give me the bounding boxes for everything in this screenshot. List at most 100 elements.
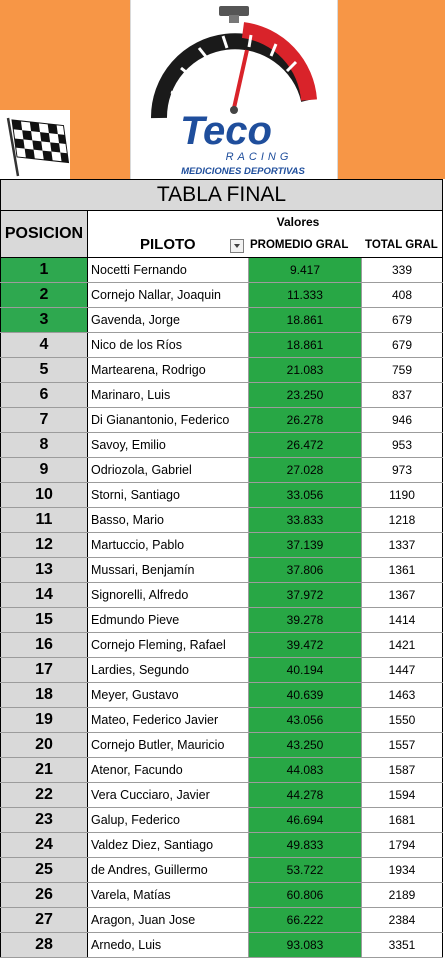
table-row: 24 Valdez Diez, Santiago 49.833 1794 bbox=[0, 833, 443, 858]
total-cell: 1794 bbox=[362, 833, 443, 857]
position-cell: 19 bbox=[0, 708, 88, 732]
column-header-position: POSICION bbox=[0, 211, 88, 258]
total-cell: 759 bbox=[362, 358, 443, 382]
position-cell: 3 bbox=[0, 308, 88, 332]
values-label: Valores bbox=[276, 215, 320, 229]
pilot-name-cell: Atenor, Facundo bbox=[88, 758, 249, 782]
position-cell: 8 bbox=[0, 433, 88, 457]
total-cell: 1421 bbox=[362, 633, 443, 657]
total-cell: 1587 bbox=[362, 758, 443, 782]
total-cell: 953 bbox=[362, 433, 443, 457]
table-row: 19 Mateo, Federico Javier 43.056 1550 bbox=[0, 708, 443, 733]
average-cell: 37.139 bbox=[249, 533, 362, 557]
total-cell: 1594 bbox=[362, 783, 443, 807]
total-cell: 1361 bbox=[362, 558, 443, 582]
average-cell: 93.083 bbox=[249, 933, 362, 957]
position-cell: 17 bbox=[0, 658, 88, 682]
table-row: 10 Storni, Santiago 33.056 1190 bbox=[0, 483, 443, 508]
total-cell: 973 bbox=[362, 458, 443, 482]
total-cell: 1447 bbox=[362, 658, 443, 682]
position-cell: 4 bbox=[0, 333, 88, 357]
pilot-name-cell: Savoy, Emilio bbox=[88, 433, 249, 457]
svg-text:RACING: RACING bbox=[226, 151, 293, 163]
pilot-name-cell: Di Gianantonio, Federico bbox=[88, 408, 249, 432]
checkered-flag-icon bbox=[0, 110, 70, 179]
position-cell: 7 bbox=[0, 408, 88, 432]
average-cell: 46.694 bbox=[249, 808, 362, 832]
total-cell: 946 bbox=[362, 408, 443, 432]
pilot-name-cell: Varela, Matías bbox=[88, 883, 249, 907]
position-cell: 21 bbox=[0, 758, 88, 782]
total-cell: 1414 bbox=[362, 608, 443, 632]
position-cell: 12 bbox=[0, 533, 88, 557]
pilot-name-cell: Nico de los Ríos bbox=[88, 333, 249, 357]
pilot-name-cell: Valdez Diez, Santiago bbox=[88, 833, 249, 857]
average-cell: 40.194 bbox=[249, 658, 362, 682]
average-cell: 60.806 bbox=[249, 883, 362, 907]
position-cell: 27 bbox=[0, 908, 88, 932]
pilot-name-cell: Basso, Mario bbox=[88, 508, 249, 532]
table-row: 22 Vera Cucciaro, Javier 44.278 1594 bbox=[0, 783, 443, 808]
average-cell: 43.250 bbox=[249, 733, 362, 757]
table-row: 28 Arnedo, Luis 93.083 3351 bbox=[0, 933, 443, 958]
pilot-name-cell: Cornejo Nallar, Joaquin bbox=[88, 283, 249, 307]
position-cell: 1 bbox=[0, 258, 88, 282]
pilot-name-cell: Cornejo Butler, Mauricio bbox=[88, 733, 249, 757]
pilot-name-cell: Vera Cucciaro, Javier bbox=[88, 783, 249, 807]
table-row: 16 Cornejo Fleming, Rafael 39.472 1421 bbox=[0, 633, 443, 658]
table-row: 11 Basso, Mario 33.833 1218 bbox=[0, 508, 443, 533]
average-cell: 9.417 bbox=[249, 258, 362, 282]
average-cell: 44.083 bbox=[249, 758, 362, 782]
total-cell: 1463 bbox=[362, 683, 443, 707]
position-cell: 2 bbox=[0, 283, 88, 307]
column-header-group: Valores PILOTO PROMEDIO GRAL TOTAL GRAL bbox=[88, 211, 443, 258]
table-row: 17 Lardies, Segundo 40.194 1447 bbox=[0, 658, 443, 683]
position-cell: 9 bbox=[0, 458, 88, 482]
total-cell: 408 bbox=[362, 283, 443, 307]
total-cell: 1934 bbox=[362, 858, 443, 882]
position-cell: 18 bbox=[0, 683, 88, 707]
position-cell: 11 bbox=[0, 508, 88, 532]
table-row: 20 Cornejo Butler, Mauricio 43.250 1557 bbox=[0, 733, 443, 758]
total-cell: 2189 bbox=[362, 883, 443, 907]
average-cell: 43.056 bbox=[249, 708, 362, 732]
position-cell: 6 bbox=[0, 383, 88, 407]
pilot-name-cell: de Andres, Guillermo bbox=[88, 858, 249, 882]
filter-dropdown-icon[interactable] bbox=[230, 239, 244, 253]
pilot-name-cell: Galup, Federico bbox=[88, 808, 249, 832]
total-cell: 1190 bbox=[362, 483, 443, 507]
position-cell: 14 bbox=[0, 583, 88, 607]
average-cell: 66.222 bbox=[249, 908, 362, 932]
table-row: 2 Cornejo Nallar, Joaquin 11.333 408 bbox=[0, 283, 443, 308]
table-row: 7 Di Gianantonio, Federico 26.278 946 bbox=[0, 408, 443, 433]
position-cell: 5 bbox=[0, 358, 88, 382]
pilot-name-cell: Marinaro, Luis bbox=[88, 383, 249, 407]
table-row: 25 de Andres, Guillermo 53.722 1934 bbox=[0, 858, 443, 883]
teco-logo: Teco RACING MEDICIONES DEPORTIVAS bbox=[130, 0, 338, 179]
table-row: 13 Mussari, Benjamín 37.806 1361 bbox=[0, 558, 443, 583]
average-cell: 40.639 bbox=[249, 683, 362, 707]
average-cell: 18.861 bbox=[249, 333, 362, 357]
position-cell: 10 bbox=[0, 483, 88, 507]
position-cell: 25 bbox=[0, 858, 88, 882]
table-row: 23 Galup, Federico 46.694 1681 bbox=[0, 808, 443, 833]
position-cell: 15 bbox=[0, 608, 88, 632]
pilot-name-cell: Mateo, Federico Javier bbox=[88, 708, 249, 732]
pilot-name-cell: Storni, Santiago bbox=[88, 483, 249, 507]
average-cell: 27.028 bbox=[249, 458, 362, 482]
average-cell: 39.472 bbox=[249, 633, 362, 657]
average-cell: 37.972 bbox=[249, 583, 362, 607]
position-cell: 13 bbox=[0, 558, 88, 582]
pilot-name-cell: Martearena, Rodrigo bbox=[88, 358, 249, 382]
table-row: 15 Edmundo Pieve 39.278 1414 bbox=[0, 608, 443, 633]
pilot-name-cell: Meyer, Gustavo bbox=[88, 683, 249, 707]
results-table: 1 Nocetti Fernando 9.417 339 2 Cornejo Nallar… bbox=[0, 258, 443, 958]
average-cell: 33.056 bbox=[249, 483, 362, 507]
total-cell: 1557 bbox=[362, 733, 443, 757]
table-row: 6 Marinaro, Luis 23.250 837 bbox=[0, 383, 443, 408]
pilot-name-cell: Lardies, Segundo bbox=[88, 658, 249, 682]
average-cell: 21.083 bbox=[249, 358, 362, 382]
svg-text:Teco: Teco bbox=[180, 109, 272, 153]
average-cell: 39.278 bbox=[249, 608, 362, 632]
pilot-name-cell: Nocetti Fernando bbox=[88, 258, 249, 282]
